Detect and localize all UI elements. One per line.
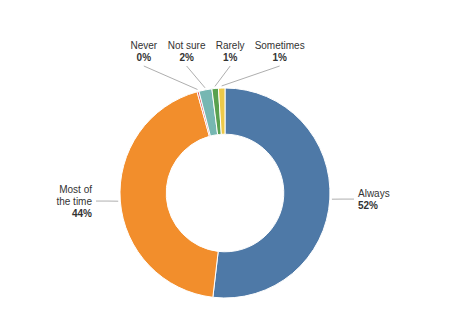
data-label: 2% bbox=[179, 52, 194, 63]
leader-line bbox=[96, 201, 118, 202]
leader-line bbox=[332, 199, 354, 200]
category-label-line: the time bbox=[56, 196, 92, 207]
category-label-line: Never bbox=[130, 40, 157, 51]
data-label: 52% bbox=[358, 200, 378, 211]
data-label: 1% bbox=[223, 52, 238, 63]
labels: Always52% Most ofthe time44% Never0% Not su… bbox=[56, 40, 389, 219]
category-label-line: Sometimes bbox=[255, 40, 305, 51]
category-label-line: Rarely bbox=[216, 40, 245, 51]
slices bbox=[120, 88, 330, 298]
category-label: Most ofthe time bbox=[56, 184, 92, 207]
category-label: Rarely bbox=[216, 40, 245, 51]
slice-label: Most ofthe time44% bbox=[56, 184, 92, 219]
category-label: Sometimes bbox=[255, 40, 305, 51]
slice bbox=[120, 92, 218, 298]
data-label: 1% bbox=[272, 52, 287, 63]
category-label-line: Not sure bbox=[168, 40, 206, 51]
leader-line bbox=[222, 66, 280, 86]
slice-label: Rarely1% bbox=[216, 40, 245, 63]
category-label-line: Most of bbox=[59, 184, 92, 195]
slice-label: Not sure2% bbox=[168, 40, 206, 63]
chart-container: Always52% Most ofthe time44% Never0% Not su… bbox=[0, 0, 450, 310]
category-label: Not sure bbox=[168, 40, 206, 51]
slice-label: Never0% bbox=[130, 40, 157, 63]
slice bbox=[213, 88, 330, 298]
slice-label: Sometimes1% bbox=[255, 40, 305, 63]
leader-line bbox=[187, 66, 205, 88]
data-label: 44% bbox=[72, 208, 92, 219]
chart: Always52% Most ofthe time44% Never0% Not su… bbox=[0, 0, 450, 310]
category-label: Never bbox=[130, 40, 157, 51]
leader-lines bbox=[96, 66, 354, 201]
category-label-line: Always bbox=[358, 188, 390, 199]
leader-line bbox=[215, 66, 230, 86]
data-label: 0% bbox=[137, 52, 152, 63]
category-label: Always bbox=[358, 188, 390, 199]
slice-label: Always52% bbox=[358, 188, 390, 211]
slice bbox=[218, 88, 225, 134]
